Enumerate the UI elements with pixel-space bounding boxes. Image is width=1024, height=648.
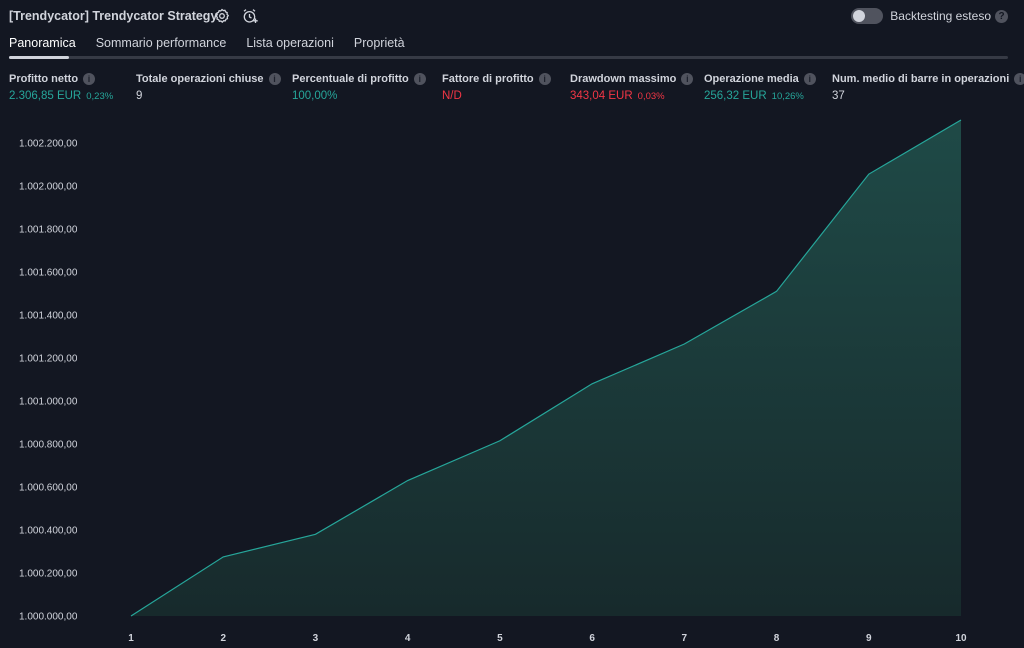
tab-lista-operazioni[interactable]: Lista operazioni [246,36,334,50]
metric-percent: 10,26% [771,91,804,102]
metric-value: 100,00% [292,90,338,102]
y-tick-label: 1.001.400,00 [19,310,78,321]
alarm-clock-plus-icon[interactable] [242,8,258,24]
metric-label: Num. medio di barre in operazioni [832,73,1010,85]
metric-total-closed-trades: Totale operazioni chiuse i 9 [136,73,281,102]
metric-value: 37 [832,90,845,102]
metric-avg-bars-in-trades: Num. medio di barre in operazioni i 37 [832,73,1024,102]
y-tick-label: 1.000.200,00 [19,568,78,579]
metric-value: 9 [136,90,143,102]
tab-underline-track [9,56,1008,59]
info-icon[interactable]: i [803,73,816,85]
metric-label: Operazione media [704,73,799,85]
metric-label: Percentuale di profitto [292,73,409,85]
y-tick-label: 1.000.800,00 [19,439,78,450]
metric-value: 256,32 EUR [704,90,767,102]
header: [Trendycator] Trendycator Strategy Backt… [0,0,1024,32]
metric-label: Profitto netto [9,73,79,85]
y-tick-label: 1.001.000,00 [19,396,78,407]
x-tick-label: 1 [128,633,134,644]
x-tick-label: 9 [866,633,872,644]
y-tick-label: 1.002.000,00 [19,181,78,192]
tab-panoramica[interactable]: Panoramica [9,36,76,50]
equity-line [130,119,962,617]
metric-max-drawdown: Drawdown massimo i 343,04 EUR 0,03% [570,73,694,102]
x-tick-label: 3 [313,633,319,644]
metric-percent: 0,23% [86,91,114,102]
equity-chart-svg: 1.000.000,00 1.000.200,00 1.000.400,00 1.00… [19,119,967,644]
x-tick-label: 6 [589,633,595,644]
equity-chart: 1.000.000,00 1.000.200,00 1.000.400,00 1.00… [0,110,1024,648]
x-tick-label: 10 [955,633,967,644]
info-icon[interactable]: i [83,73,96,85]
x-tick-label: 7 [682,633,688,644]
tab-bar: Panoramica Sommario performance Lista op… [9,34,425,58]
x-tick-label: 2 [220,633,226,644]
x-tick-label: 5 [497,633,503,644]
equity-area [131,120,961,616]
tab-proprieta[interactable]: Proprietà [353,36,405,50]
info-icon[interactable]: i [538,73,551,85]
metric-percent: 0,03% [637,91,665,102]
info-icon[interactable]: i [413,73,426,85]
extended-backtesting-toggle[interactable] [851,8,884,24]
info-icon[interactable]: i [1014,73,1024,85]
tab-sommario-performance[interactable]: Sommario performance [95,36,227,50]
toggle-knob [853,10,866,22]
y-tick-label: 1.000.400,00 [19,525,78,536]
y-tick-label: 1.000.000,00 [19,612,78,623]
info-icon[interactable]: i [681,73,694,85]
y-tick-label: 1.002.200,00 [19,138,78,149]
metric-percent-profitable: Percentuale di profitto i 100,00% [292,73,426,102]
metric-label: Drawdown massimo [570,73,677,85]
extended-backtesting-label: Backtesting esteso [890,9,991,23]
metric-label: Fattore di profitto [442,73,534,85]
x-tick-label: 4 [405,633,411,644]
metric-profit-factor: Fattore di profitto i N/D [442,73,551,102]
y-tick-label: 1.000.600,00 [19,482,78,493]
tab-active-indicator [9,56,69,59]
question-mark-icon[interactable]: ? [995,9,1008,23]
strategy-title: [Trendycator] Trendycator Strategy [9,9,218,23]
info-icon[interactable]: i [268,73,281,85]
extended-backtesting-control: Backtesting esteso ? [851,7,1008,25]
x-tick-label: 8 [774,633,780,644]
y-tick-label: 1.001.800,00 [19,224,78,235]
y-tick-label: 1.001.200,00 [19,353,78,364]
metric-value: N/D [442,90,462,102]
y-tick-label: 1.001.600,00 [19,267,78,278]
metric-net-profit: Profitto netto i 2.306,85 EUR 0,23% [9,73,113,102]
metric-label: Totale operazioni chiuse [136,73,264,85]
metric-value: 2.306,85 EUR [9,90,82,102]
metric-value: 343,04 EUR [570,90,633,102]
metric-avg-trade: Operazione media i 256,32 EUR 10,26% [704,73,816,102]
gear-icon[interactable] [214,8,230,24]
